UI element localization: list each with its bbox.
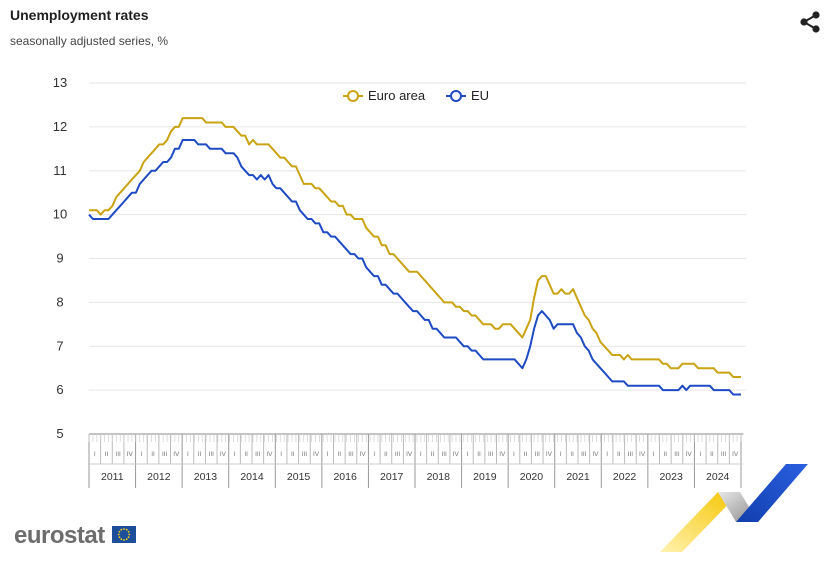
year-label: 2024 bbox=[706, 471, 730, 483]
year-label: 2017 bbox=[380, 471, 404, 483]
quarter-label: III bbox=[441, 451, 447, 458]
y-tick-label: 7 bbox=[56, 338, 63, 353]
chart-subtitle: seasonally adjusted series, % bbox=[10, 34, 169, 48]
quarter-label: II bbox=[338, 451, 342, 458]
quarter-label: IV bbox=[406, 451, 413, 458]
quarter-label: I bbox=[420, 451, 422, 458]
year-label: 2012 bbox=[147, 471, 171, 483]
year-label: 2016 bbox=[333, 471, 357, 483]
quarter-label: II bbox=[570, 451, 574, 458]
series-line-euro-area bbox=[89, 117, 741, 378]
quarter-label: III bbox=[488, 451, 494, 458]
y-tick-label: 8 bbox=[56, 294, 63, 309]
quarter-label: III bbox=[255, 451, 261, 458]
quarter-label: I bbox=[513, 451, 515, 458]
quarter-label: II bbox=[431, 451, 435, 458]
legend-euro-area-marker bbox=[347, 90, 359, 102]
quarter-label: III bbox=[348, 451, 354, 458]
quarter-label: I bbox=[280, 451, 282, 458]
quarter-label: IV bbox=[360, 451, 367, 458]
year-label: 2013 bbox=[194, 471, 218, 483]
quarter-label: II bbox=[198, 451, 202, 458]
y-tick-label: 11 bbox=[53, 163, 67, 178]
quarter-label: II bbox=[244, 451, 248, 458]
quarter-label: I bbox=[606, 451, 608, 458]
quarter-label: III bbox=[395, 451, 401, 458]
quarter-label: IV bbox=[546, 451, 553, 458]
quarter-label: III bbox=[721, 451, 727, 458]
y-tick-label: 12 bbox=[53, 119, 67, 134]
quarter-label: I bbox=[699, 451, 701, 458]
quarter-label: IV bbox=[313, 451, 320, 458]
quarter-label: III bbox=[162, 451, 168, 458]
quarter-label: IV bbox=[499, 451, 506, 458]
quarter-label: IV bbox=[127, 451, 134, 458]
quarter-label: I bbox=[140, 451, 142, 458]
quarter-label: IV bbox=[266, 451, 273, 458]
year-label: 2019 bbox=[473, 471, 497, 483]
quarter-label: I bbox=[373, 451, 375, 458]
year-label: 2018 bbox=[427, 471, 451, 483]
quarter-label: I bbox=[560, 451, 562, 458]
legend-eu-marker bbox=[450, 90, 462, 102]
year-label: 2011 bbox=[101, 471, 124, 483]
y-tick-label: 5 bbox=[56, 426, 63, 441]
quarter-label: II bbox=[151, 451, 155, 458]
y-tick-label: 6 bbox=[56, 382, 63, 397]
decorative-ribbon bbox=[656, 460, 816, 560]
quarter-label: III bbox=[302, 451, 308, 458]
quarter-label: I bbox=[466, 451, 468, 458]
quarter-label: IV bbox=[639, 451, 646, 458]
y-tick-label: 13 bbox=[53, 75, 67, 90]
quarter-label: III bbox=[674, 451, 680, 458]
quarter-label: I bbox=[234, 451, 236, 458]
quarter-label: III bbox=[209, 451, 215, 458]
quarter-label: II bbox=[105, 451, 109, 458]
legend-euro-area-label: Euro area bbox=[368, 88, 426, 103]
quarter-label: IV bbox=[732, 451, 739, 458]
quarter-label: II bbox=[384, 451, 388, 458]
year-label: 2014 bbox=[240, 471, 264, 483]
quarter-label: II bbox=[664, 451, 668, 458]
series-line-eu bbox=[88, 139, 741, 396]
legend-eu-label: EU bbox=[471, 88, 489, 103]
quarter-label: IV bbox=[592, 451, 599, 458]
quarter-label: I bbox=[327, 451, 329, 458]
share-icon[interactable] bbox=[798, 10, 824, 34]
quarter-label: III bbox=[535, 451, 541, 458]
quarter-label: IV bbox=[220, 451, 227, 458]
quarter-label: I bbox=[653, 451, 655, 458]
quarter-label: IV bbox=[686, 451, 693, 458]
quarter-label: IV bbox=[453, 451, 460, 458]
quarter-label: IV bbox=[173, 451, 180, 458]
year-label: 2015 bbox=[287, 471, 311, 483]
chart-title: Unemployment rates bbox=[10, 7, 149, 23]
quarter-label: III bbox=[581, 451, 587, 458]
y-tick-label: 9 bbox=[56, 251, 63, 266]
quarter-label: III bbox=[115, 451, 121, 458]
quarter-label: II bbox=[291, 451, 295, 458]
quarter-label: II bbox=[617, 451, 621, 458]
year-label: 2021 bbox=[566, 471, 590, 483]
eurostat-logo: eurostat bbox=[14, 522, 105, 549]
quarter-label: III bbox=[628, 451, 634, 458]
year-label: 2023 bbox=[659, 471, 683, 483]
year-label: 2020 bbox=[520, 471, 544, 483]
eu-flag-icon bbox=[112, 526, 136, 543]
quarter-label: II bbox=[710, 451, 714, 458]
quarter-label: I bbox=[187, 451, 189, 458]
year-label: 2022 bbox=[613, 471, 637, 483]
quarter-label: II bbox=[477, 451, 481, 458]
quarter-label: II bbox=[524, 451, 528, 458]
y-tick-label: 10 bbox=[53, 207, 67, 222]
quarter-label: I bbox=[94, 451, 96, 458]
